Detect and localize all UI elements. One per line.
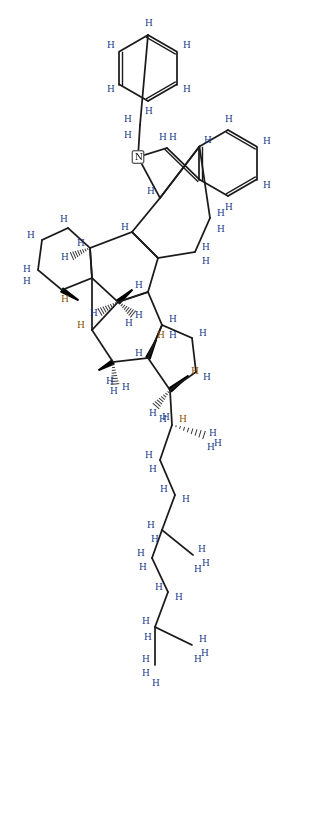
Text: H: H (106, 85, 114, 94)
Text: H: H (148, 465, 156, 474)
Text: H: H (26, 230, 34, 239)
Text: H: H (198, 328, 206, 337)
Text: H: H (76, 238, 84, 247)
Text: H: H (174, 594, 182, 603)
Text: H: H (202, 373, 210, 382)
Text: H: H (200, 649, 208, 658)
Text: H: H (201, 559, 209, 568)
Text: H: H (178, 414, 186, 423)
Text: H: H (89, 310, 97, 319)
Text: H: H (150, 536, 158, 545)
Text: H: H (148, 410, 156, 419)
Text: H: H (181, 495, 189, 505)
Text: H: H (156, 332, 164, 341)
Text: H: H (134, 282, 142, 291)
Text: H: H (216, 225, 224, 234)
Text: H: H (106, 42, 114, 51)
Text: H: H (141, 668, 149, 677)
Text: H: H (123, 115, 131, 124)
Text: H: H (168, 315, 176, 324)
Text: H: H (158, 414, 166, 423)
Text: H: H (216, 209, 224, 218)
Text: H: H (59, 215, 67, 224)
Text: H: H (182, 42, 190, 51)
Polygon shape (169, 376, 188, 391)
Text: H: H (22, 265, 30, 274)
Text: H: H (120, 223, 128, 232)
Text: H: H (124, 319, 132, 328)
Text: H: H (213, 438, 221, 447)
Text: H: H (134, 349, 142, 358)
Text: H: H (190, 368, 198, 377)
Text: H: H (204, 136, 211, 145)
Text: H: H (154, 582, 162, 591)
Text: H: H (144, 20, 152, 29)
Text: H: H (208, 428, 216, 437)
Text: H: H (22, 278, 30, 287)
Text: H: H (262, 180, 270, 189)
Text: H: H (60, 296, 68, 305)
Text: H: H (262, 137, 270, 146)
Text: H: H (141, 655, 149, 664)
Text: H: H (60, 254, 68, 263)
Text: H: H (158, 133, 166, 143)
Text: H: H (224, 115, 232, 124)
Text: H: H (193, 564, 201, 573)
Text: H: H (201, 242, 209, 251)
Text: H: H (136, 549, 144, 558)
Text: H: H (161, 414, 169, 423)
Text: H: H (168, 133, 176, 143)
Text: H: H (121, 383, 129, 392)
Text: H: H (224, 202, 232, 211)
Text: H: H (182, 85, 190, 94)
Polygon shape (146, 340, 156, 359)
Text: H: H (201, 257, 209, 266)
Text: H: H (151, 678, 159, 687)
Text: H: H (109, 387, 117, 396)
Text: H: H (138, 563, 146, 572)
Text: H: H (193, 655, 201, 664)
Text: H: H (198, 636, 206, 645)
Text: H: H (206, 442, 214, 451)
Text: H: H (105, 378, 113, 387)
Text: H: H (134, 311, 142, 320)
Polygon shape (116, 290, 132, 304)
Text: N: N (134, 152, 142, 161)
Text: H: H (144, 107, 152, 116)
Text: H: H (146, 188, 154, 197)
Polygon shape (99, 360, 114, 370)
Text: H: H (123, 130, 131, 139)
Text: H: H (143, 632, 151, 641)
Text: H: H (168, 331, 176, 340)
Text: H: H (197, 545, 205, 554)
Text: H: H (144, 450, 152, 459)
Text: H: H (146, 521, 154, 530)
Polygon shape (61, 288, 78, 301)
Text: H: H (141, 618, 149, 627)
Text: H: H (159, 486, 167, 495)
Text: H: H (76, 320, 84, 329)
